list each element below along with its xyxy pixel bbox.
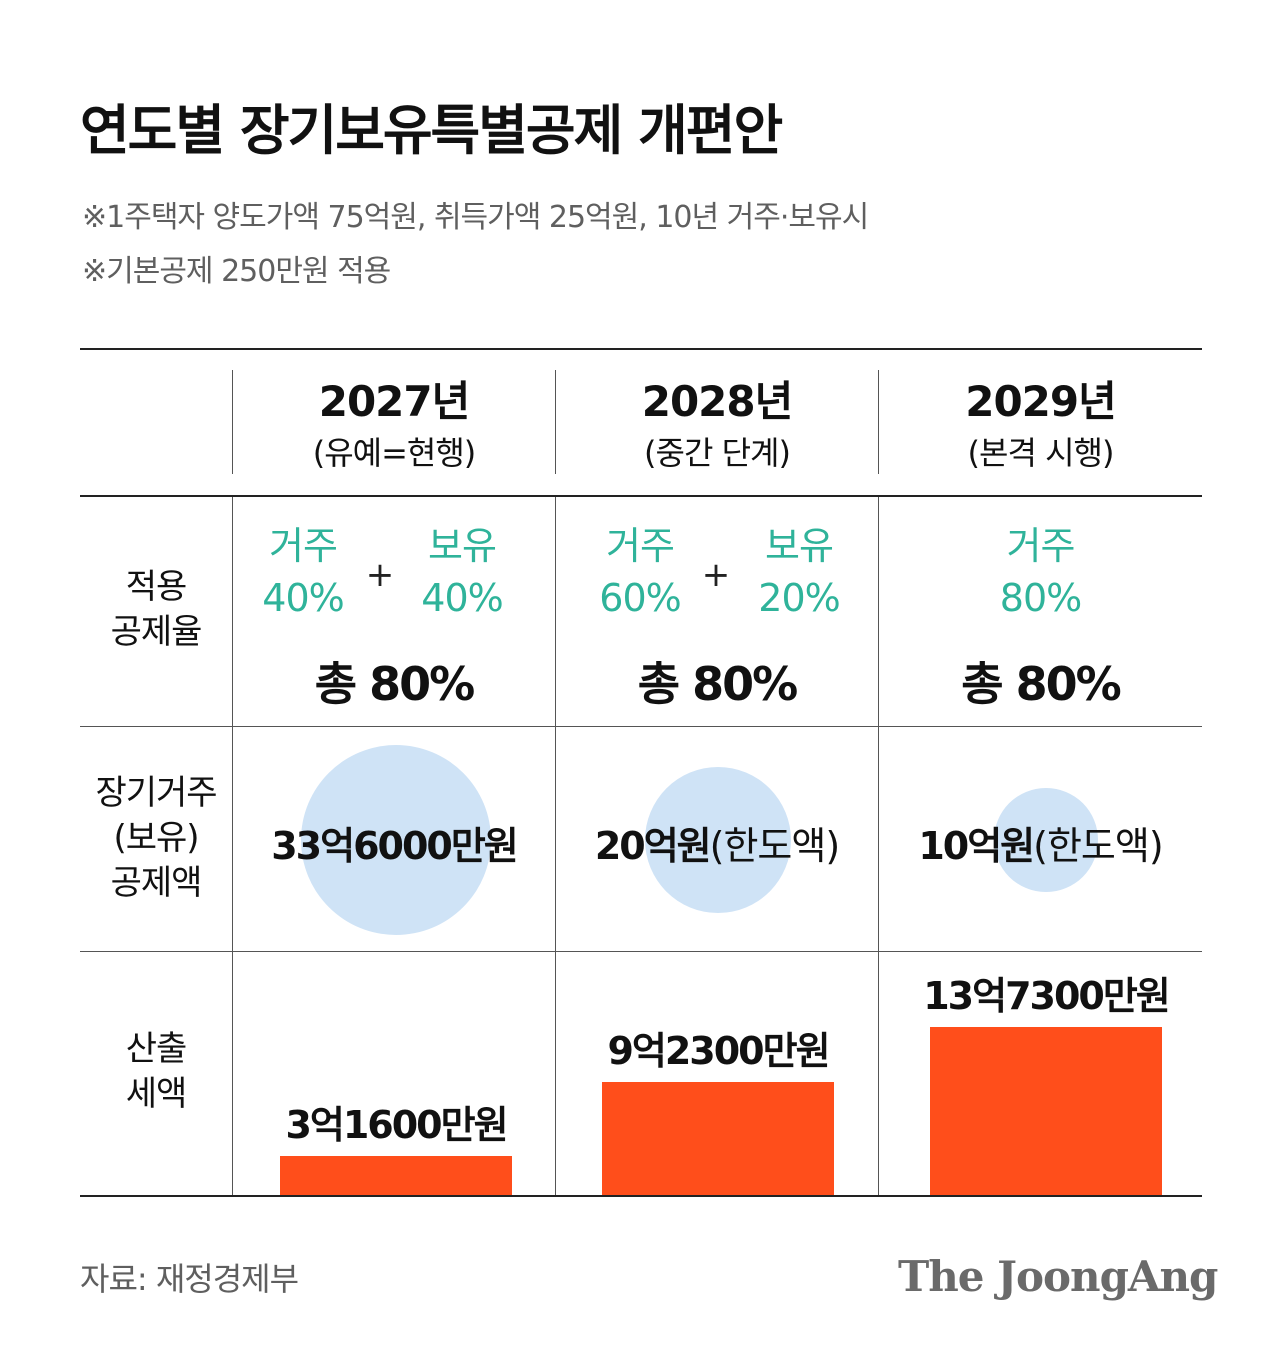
rate-residence-2029: 거주 80% (879, 520, 1202, 624)
row-label-tax-line2: 세액 (125, 1074, 188, 1114)
deduction-amount-2028: 20억원(한도액) (556, 815, 878, 870)
deduction-bubble-2028 (644, 766, 792, 914)
header-divider-2 (555, 370, 556, 474)
rate-holding-value-2027: 40% (421, 576, 503, 620)
publisher-logo: The JoongAng (898, 1252, 1218, 1301)
row-label-tax-line1: 산출 (125, 1029, 188, 1069)
body-divider-1 (232, 497, 233, 1195)
rate-residence-value-2029: 80% (999, 576, 1082, 620)
rate-residence-value-2027: 40% (262, 576, 344, 620)
row-label-deduction: 장기거주 (보유) 공제액 (80, 771, 232, 906)
rate-plus-2027: + (365, 555, 395, 595)
row-label-deduction-line3: 공제액 (110, 863, 203, 903)
row-label-rate-line2: 공제율 (110, 612, 203, 652)
rate-residence-2027: 거주 40% (233, 520, 373, 624)
note-condition: ※1주택자 양도가액 75억원, 취득가액 25억원, 10년 거주·보유시 (82, 200, 869, 235)
rate-row-rule (80, 726, 1202, 727)
rate-holding-value-2028: 20% (758, 576, 840, 620)
rate-residence-value-2028: 60% (599, 576, 681, 620)
phase-header-2027: (유예=현행) (312, 434, 477, 472)
rate-total-2027: 총 80% (314, 657, 475, 711)
source-credit: 자료: 재정경제부 (80, 1260, 299, 1298)
body-divider-2 (555, 497, 556, 1195)
deduction-amount-value-2028: 20억원 (594, 824, 712, 868)
table-bottom-rule (80, 1195, 1202, 1197)
phase-header-2029: (본격 시행) (967, 434, 1115, 472)
deduction-amount-note-2028: (한도액) (709, 824, 841, 868)
row-label-tax: 산출 세액 (80, 1027, 232, 1117)
deduction-bubble-2029 (994, 788, 1098, 892)
deduction-amount-note-2029: (한도액) (1033, 824, 1164, 868)
rate-plus-2028: + (701, 555, 731, 595)
year-header-2028: 2028년 (641, 377, 794, 426)
tax-label-2028: 9억2300만원 (607, 1029, 830, 1074)
deduction-amount-value-2029: 10억원 (918, 824, 1035, 868)
phase-header-2028: (중간 단계) (644, 434, 791, 472)
rate-holding-2027: 보유 40% (392, 520, 532, 624)
deduction-amount-2027: 33억6000만원 (233, 815, 555, 870)
tax-bar-2027 (280, 1156, 512, 1195)
rate-residence-label-2028: 거주 (606, 524, 675, 568)
header-divider-3 (878, 370, 879, 474)
tax-bar-2029 (930, 1027, 1162, 1195)
header-divider-1 (232, 370, 233, 474)
rate-holding-2028: 보유 20% (729, 520, 869, 624)
rate-holding-label-2028: 보유 (765, 524, 834, 568)
tax-label-2027: 3억1600만원 (285, 1103, 508, 1148)
rate-holding-label-2027: 보유 (428, 524, 497, 568)
note-basic-deduction: ※기본공제 250만원 적용 (82, 254, 391, 289)
rate-total-2029: 총 80% (961, 657, 1121, 711)
rate-residence-2028: 거주 60% (570, 520, 710, 624)
table-top-rule (80, 348, 1202, 350)
deduction-amount-value-2027: 33억6000만원 (271, 824, 519, 868)
tax-label-2029: 13억7300만원 (923, 974, 1171, 1018)
tax-bar-2028 (602, 1082, 834, 1195)
year-header-2029: 2029년 (965, 377, 1117, 426)
body-divider-3 (878, 497, 879, 1195)
row-label-rate: 적용 공제율 (80, 565, 232, 655)
rate-residence-label-2027: 거주 (269, 524, 338, 568)
row-label-deduction-line1: 장기거주 (95, 773, 217, 813)
row-label-rate-line1: 적용 (125, 567, 188, 607)
header-bottom-rule (80, 495, 1202, 497)
rate-total-2028: 총 80% (637, 657, 798, 711)
deduction-row-rule (80, 951, 1202, 952)
deduction-amount-2029: 10억원(한도액) (879, 815, 1202, 870)
rate-residence-label-2029: 거주 (1006, 524, 1076, 568)
page-title: 연도별 장기보유특별공제 개편안 (80, 99, 783, 162)
row-label-deduction-line2: (보유) (113, 818, 199, 858)
year-header-2027: 2027년 (318, 377, 471, 426)
deduction-bubble-2027 (301, 745, 491, 935)
